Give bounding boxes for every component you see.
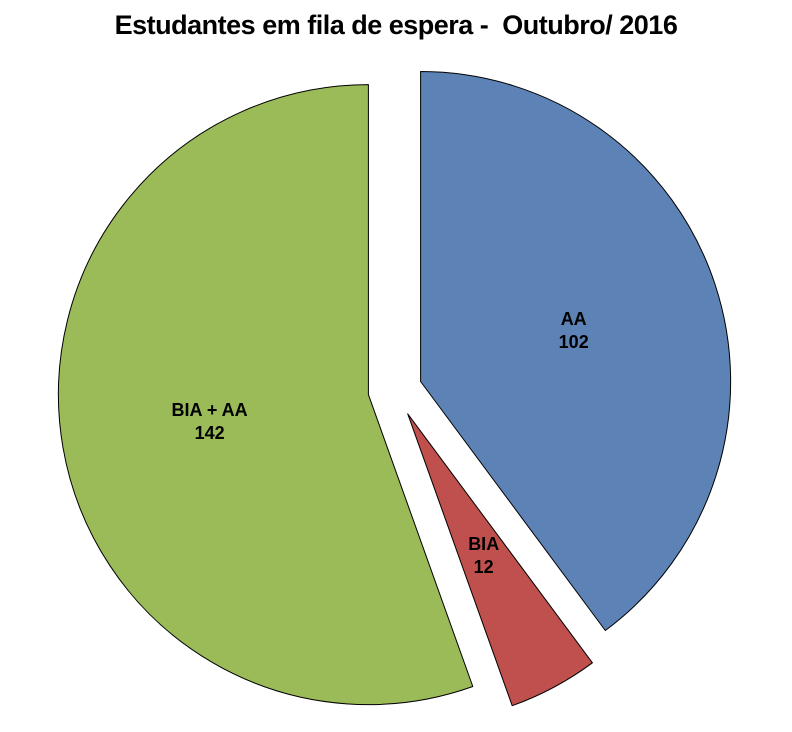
pie-slice-value-bia-aa: 142 <box>195 423 225 443</box>
pie-slice-bia <box>407 413 593 707</box>
pie-slice-label-bia: BIA <box>468 534 499 554</box>
pie-slice-label-bia-aa: BIA + AA <box>172 400 248 420</box>
pie-slice-value-bia: 12 <box>474 557 494 577</box>
pie-slice-aa <box>420 71 732 631</box>
pie-slice-value-aa: 102 <box>559 332 589 352</box>
pie-slice-bia-aa <box>57 84 474 706</box>
chart-title: Estudantes em fila de espera - Outubro/ … <box>114 10 678 40</box>
pie-slice-label-aa: AA <box>561 309 587 329</box>
